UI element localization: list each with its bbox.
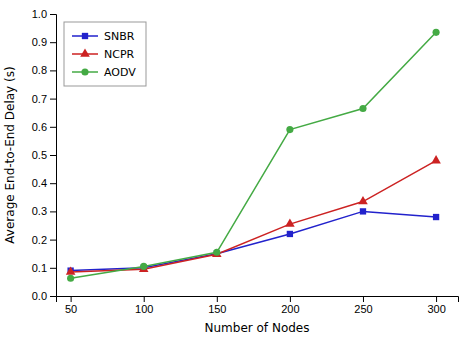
tick-label: 0.0 [32, 290, 47, 302]
axis-line [50, 15, 57, 297]
series [67, 29, 440, 282]
tick-label: 0.6 [32, 121, 47, 133]
tick: 0.6 [32, 121, 56, 133]
tick: 0.0 [32, 290, 56, 302]
point [139, 264, 149, 272]
series-group [66, 29, 441, 282]
legend: SNBR NCPR AODV [64, 22, 146, 86]
legend-marker [81, 68, 88, 75]
tick-mark [50, 127, 56, 128]
tick: 50 [65, 296, 77, 315]
line [71, 161, 436, 272]
tick-mark [50, 14, 56, 15]
tick: 0.4 [32, 177, 56, 189]
tick-label: 1.0 [32, 8, 47, 20]
tick-mark [50, 211, 56, 212]
tick: 250 [354, 296, 372, 315]
tick: 150 [208, 296, 226, 315]
legend-item: SNBR [72, 30, 135, 43]
tick-mark [436, 296, 437, 302]
tick-label: 0.3 [32, 205, 47, 217]
tick-mark [50, 296, 56, 297]
tick-mark [217, 296, 218, 302]
x-axis: 50 100 150 200 250 300 [57, 296, 459, 315]
tick-label: 100 [135, 303, 153, 315]
tick-mark [144, 296, 145, 302]
tick-mark [50, 70, 56, 71]
point [359, 105, 366, 112]
tick-mark [50, 155, 56, 156]
tick-label: 250 [354, 303, 372, 315]
point [287, 231, 293, 237]
tick-mark [50, 268, 56, 269]
tick: 0.7 [32, 93, 56, 105]
point [286, 126, 293, 133]
series [67, 208, 439, 274]
tick-mark [71, 296, 72, 302]
tick: 100 [135, 296, 153, 315]
series [66, 155, 441, 275]
tick: 0.1 [32, 262, 56, 274]
point [66, 266, 76, 274]
legend-item: AODV [72, 66, 136, 79]
tick-label: 0.8 [32, 64, 47, 76]
y-axis-title: Average End-to-End Delay (s) [3, 66, 17, 243]
tick-label: 150 [208, 303, 226, 315]
tick-label: 0.5 [32, 149, 47, 161]
point [433, 214, 439, 220]
chart: 501001502002503000.00.10.20.30.40.50.60.… [0, 0, 474, 340]
tick: 0.3 [32, 205, 56, 217]
tick-label: 0.2 [32, 234, 47, 246]
tick-mark [50, 42, 56, 43]
tick-label: 300 [427, 303, 445, 315]
line [71, 211, 436, 270]
tick: 0.2 [32, 234, 56, 246]
tick: 1.0 [32, 8, 56, 20]
point [67, 275, 74, 282]
tick-mark [50, 240, 56, 241]
tick: 200 [281, 296, 299, 315]
tick: 0.5 [32, 149, 56, 161]
point [212, 249, 222, 257]
point [140, 263, 147, 270]
legend-marker [82, 33, 88, 39]
point [433, 29, 440, 36]
tick: 0.9 [32, 36, 56, 48]
axis-line [57, 297, 459, 303]
tick-label: 0.9 [32, 36, 47, 48]
legend-label: NCPR [104, 48, 135, 61]
legend-label: SNBR [104, 30, 135, 43]
plot: 501001502002503000.00.10.20.30.40.50.60.… [32, 8, 459, 315]
tick: 300 [427, 296, 445, 315]
tick: 0.8 [32, 64, 56, 76]
tick-mark [363, 296, 364, 302]
point [360, 208, 366, 214]
tick-label: 0.4 [32, 177, 47, 189]
y-axis: 0.0 0.1 0.2 0.3 0.4 0.5 0.6 0.7 0.8 0.9 1.0 [32, 8, 57, 302]
tick-mark [290, 296, 291, 302]
legend-box [64, 22, 146, 86]
point [431, 155, 441, 163]
tick-label: 200 [281, 303, 299, 315]
tick-mark [50, 99, 56, 100]
tick-label: 0.7 [32, 93, 47, 105]
point [213, 249, 220, 256]
tick-label: 0.1 [32, 262, 47, 274]
line [71, 32, 436, 278]
point [358, 196, 368, 204]
legend-label: AODV [104, 66, 136, 79]
point [285, 219, 295, 227]
tick-mark [50, 183, 56, 184]
tick-label: 50 [65, 303, 77, 315]
legend-item: NCPR [72, 48, 135, 61]
x-axis-title: Number of Nodes [205, 321, 310, 335]
legend-marker [80, 48, 90, 56]
